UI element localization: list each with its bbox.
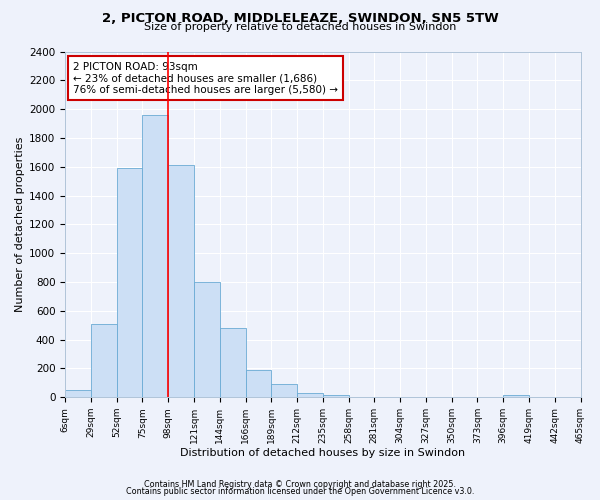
Bar [194, 282, 220, 397]
Bar [245, 370, 271, 397]
Bar [220, 328, 245, 397]
Bar [91, 324, 116, 397]
Bar [271, 384, 297, 397]
Bar [323, 395, 349, 397]
Text: 2 PICTON ROAD: 93sqm
← 23% of detached houses are smaller (1,686)
76% of semi-de: 2 PICTON ROAD: 93sqm ← 23% of detached h… [73, 62, 338, 95]
X-axis label: Distribution of detached houses by size in Swindon: Distribution of detached houses by size … [180, 448, 466, 458]
Bar [168, 166, 194, 397]
Bar [297, 393, 323, 397]
Bar [503, 395, 529, 397]
Y-axis label: Number of detached properties: Number of detached properties [15, 136, 25, 312]
Text: Contains HM Land Registry data © Crown copyright and database right 2025.: Contains HM Land Registry data © Crown c… [144, 480, 456, 489]
Bar [116, 168, 142, 397]
Text: Contains public sector information licensed under the Open Government Licence v3: Contains public sector information licen… [126, 487, 474, 496]
Bar [65, 390, 91, 397]
Text: 2, PICTON ROAD, MIDDLELEAZE, SWINDON, SN5 5TW: 2, PICTON ROAD, MIDDLELEAZE, SWINDON, SN… [101, 12, 499, 26]
Text: Size of property relative to detached houses in Swindon: Size of property relative to detached ho… [144, 22, 456, 32]
Bar [142, 115, 168, 397]
Bar [349, 396, 374, 397]
